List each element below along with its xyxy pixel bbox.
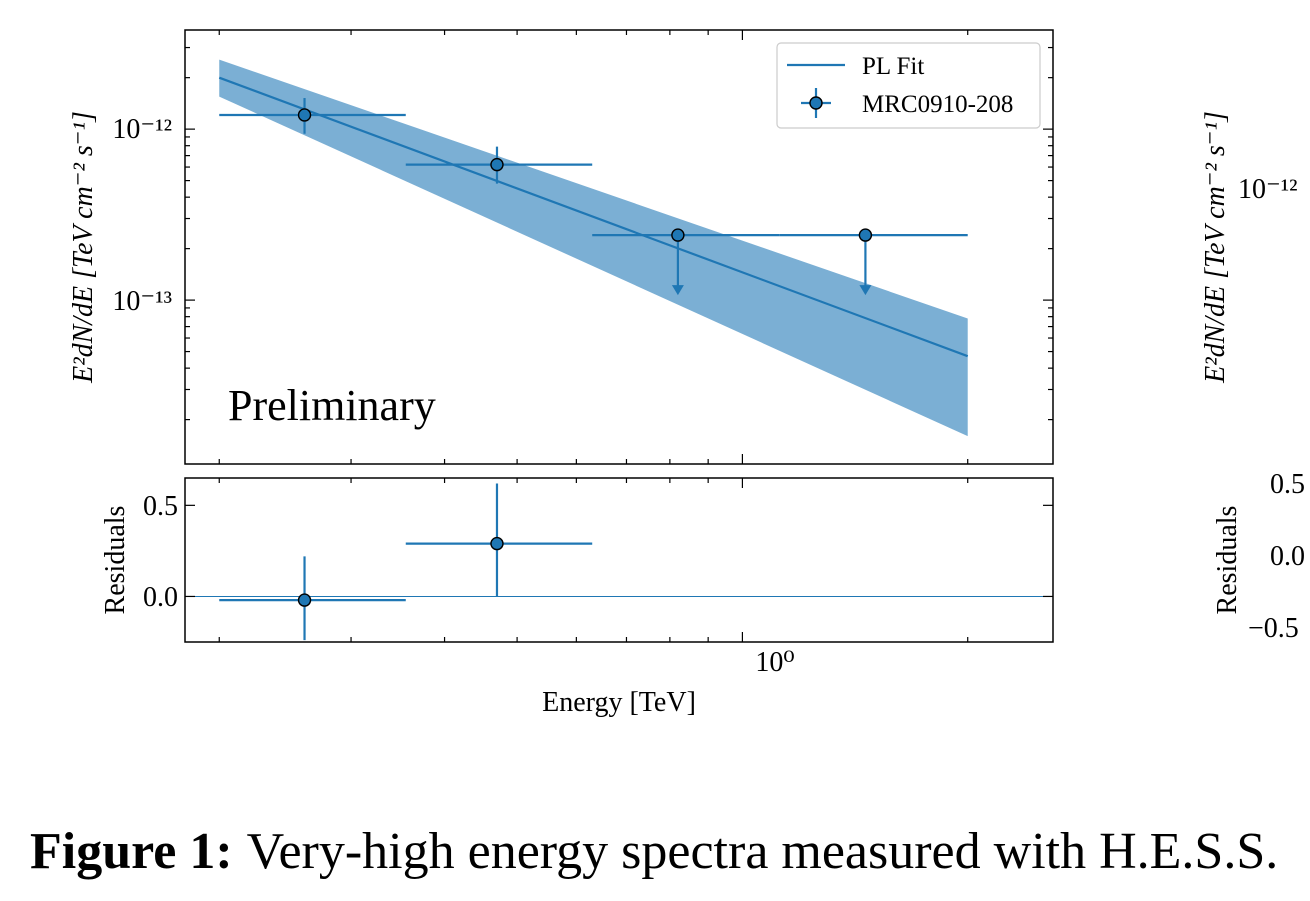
residual-marker xyxy=(490,536,504,551)
upper-limit-arrow-head xyxy=(671,285,684,296)
data-point-1 xyxy=(219,98,406,134)
residual-point-2 xyxy=(405,483,593,597)
figure-caption: Figure 1: Very-high energy spectra measur… xyxy=(30,822,1278,881)
legend-point-swatch xyxy=(801,88,831,118)
x-tick-label-1e0: 10⁰ xyxy=(755,647,794,678)
spectrum-panel: 10⁻¹² 10⁻¹³ E²dN/dE [TeV cm⁻² s⁻¹] Preli… xyxy=(68,29,1054,465)
residual-tick-label-0.5: 0.5 xyxy=(143,491,178,522)
point-marker xyxy=(297,108,312,122)
residual-plot-frame xyxy=(184,477,1054,643)
main-axis-ticks xyxy=(185,30,1053,464)
legend: PL Fit MRC0910-208 xyxy=(776,42,1041,129)
second-panel-y-tick-label: 10⁻¹² xyxy=(1238,174,1298,205)
residuals-panel: 0.5 0.0 Residuals 10⁰ Energy [TeV] xyxy=(100,477,1054,718)
second-panel-residual-label: Residuals xyxy=(1212,506,1243,615)
second-panel-residual-tick-0.5: 0.5 xyxy=(1270,469,1305,500)
caption-text: Very-high energy spectra measured with H… xyxy=(246,823,1279,880)
legend-swatch-marker xyxy=(809,96,823,110)
residual-point-1 xyxy=(219,556,406,641)
point-marker xyxy=(490,157,504,172)
main-y-axis-label: E²dN/dE [TeV cm⁻² s⁻¹] xyxy=(68,111,99,384)
point-marker xyxy=(858,228,873,242)
caption-label: Figure 1: xyxy=(30,823,233,880)
fit-confidence-band xyxy=(219,59,968,437)
residual-axis-ticks xyxy=(185,478,1053,642)
second-panel-residual-tick-0.0: 0.0 xyxy=(1270,541,1305,572)
main-plot-frame xyxy=(184,29,1054,465)
legend-series-label: MRC0910-208 xyxy=(862,91,1013,118)
second-panel-y-axis-label: E²dN/dE [TeV cm⁻² s⁻¹] xyxy=(1200,111,1231,384)
residual-y-axis-label: Residuals xyxy=(100,506,131,615)
point-marker xyxy=(671,228,685,242)
y-tick-label-1e-13: 10⁻¹³ xyxy=(112,286,172,317)
data-point-3 xyxy=(592,228,780,296)
residual-tick-label-0.0: 0.0 xyxy=(143,582,178,613)
second-panel-partial: E²dN/dE [TeV cm⁻² s⁻¹] 10⁻¹² Residuals 0… xyxy=(1200,111,1305,644)
fit-line xyxy=(218,76,969,358)
data-point-4 xyxy=(779,228,968,296)
second-panel-residual-tick-neg0.5: −0.5 xyxy=(1248,613,1299,644)
residual-marker xyxy=(297,593,312,607)
data-points xyxy=(219,98,968,296)
upper-limit-arrow-head xyxy=(859,285,872,296)
preliminary-annotation: Preliminary xyxy=(228,381,436,430)
x-axis-label: Energy [TeV] xyxy=(542,687,696,718)
data-point-2 xyxy=(405,146,593,184)
legend-fit-label: PL Fit xyxy=(862,53,924,80)
y-tick-label-1e-12: 10⁻¹² xyxy=(112,114,172,145)
residual-points xyxy=(219,483,593,641)
spectrum-figure: 10⁻¹² 10⁻¹³ E²dN/dE [TeV cm⁻² s⁻¹] Preli… xyxy=(68,29,1305,718)
